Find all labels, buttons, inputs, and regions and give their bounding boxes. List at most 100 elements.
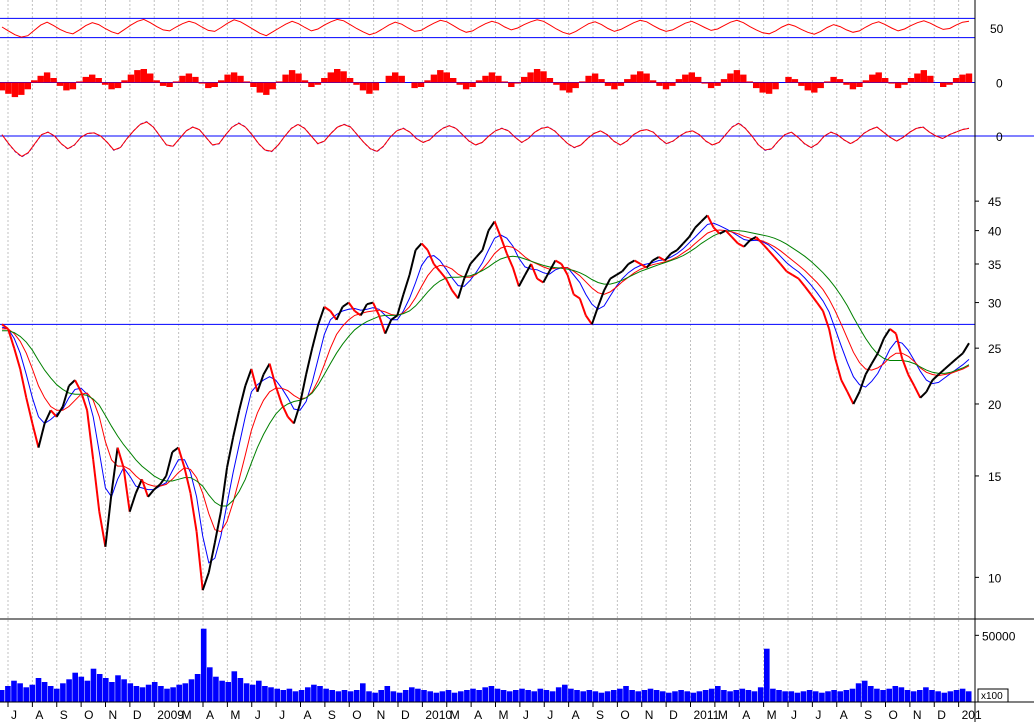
histogram-panel xyxy=(0,69,975,98)
price-segment xyxy=(810,293,818,304)
volume-bar xyxy=(237,678,244,702)
volume-bar xyxy=(666,692,672,702)
price-segment xyxy=(919,391,928,399)
volume-bar xyxy=(409,687,415,702)
histogram-bar xyxy=(527,72,534,83)
histogram-bar xyxy=(836,79,844,83)
histogram-bar xyxy=(95,78,102,83)
volume-bar xyxy=(72,672,78,702)
price-segment xyxy=(37,423,46,448)
volume-bar xyxy=(519,688,525,702)
volume-bar xyxy=(158,686,164,702)
month-label: J xyxy=(791,708,797,722)
volume-bar xyxy=(84,680,91,702)
histogram-bar xyxy=(372,82,380,91)
histogram-bar xyxy=(256,82,263,93)
price-segment xyxy=(706,214,715,228)
price-segment xyxy=(457,278,466,299)
volume-bar xyxy=(225,682,231,702)
volume-bar xyxy=(11,680,17,702)
histogram-bar xyxy=(643,73,650,83)
price-segment xyxy=(426,249,435,265)
price-segment xyxy=(359,303,368,316)
price-segment xyxy=(134,478,143,494)
price-segment xyxy=(487,220,496,232)
histogram-bar xyxy=(147,73,154,83)
price-segment xyxy=(299,374,308,405)
price-segment xyxy=(122,467,131,512)
price-segment xyxy=(61,385,70,407)
histogram-bar xyxy=(308,82,315,87)
price-segment xyxy=(858,374,867,393)
histogram-bar xyxy=(263,82,270,95)
price-segment xyxy=(55,405,64,418)
month-label: S xyxy=(864,708,872,722)
histogram-bar xyxy=(637,71,644,83)
price-segment xyxy=(13,347,22,370)
histogram-bar xyxy=(37,75,44,83)
price-segment xyxy=(256,374,265,393)
volume-bar xyxy=(347,691,354,702)
price-segment xyxy=(402,274,411,295)
volume-bar xyxy=(874,688,880,702)
price-segment xyxy=(511,267,520,287)
histogram-bar xyxy=(366,82,373,94)
price-segment xyxy=(250,368,259,393)
price-segment xyxy=(785,270,794,276)
price-segment xyxy=(366,301,374,306)
volume-bar xyxy=(684,691,690,702)
price-segment xyxy=(68,379,76,387)
histogram-bar xyxy=(346,78,354,83)
volume-bar xyxy=(464,690,470,702)
volume-bar xyxy=(745,690,752,702)
volume-bar xyxy=(549,691,556,702)
histogram-bar xyxy=(894,82,902,89)
histogram-bar xyxy=(301,80,309,83)
histogram-bar xyxy=(701,82,708,84)
price-segment xyxy=(305,347,314,375)
price-segment xyxy=(621,263,630,272)
price-segment xyxy=(317,306,326,325)
histogram-bar xyxy=(611,82,618,90)
volume-bar xyxy=(965,691,972,702)
histogram-bar xyxy=(733,70,741,83)
volume-units-label: x100 xyxy=(981,691,1003,702)
histogram-bar xyxy=(11,82,19,98)
histogram-bar xyxy=(907,78,915,83)
price-segment xyxy=(761,242,770,251)
volume-bar xyxy=(953,690,960,702)
histogram-bar xyxy=(140,69,147,83)
price-segment xyxy=(627,259,635,265)
price-segment xyxy=(226,437,235,468)
histogram-bar xyxy=(153,80,160,83)
volume-bar xyxy=(176,684,182,702)
price-segment xyxy=(1,323,9,330)
momentum-line xyxy=(1,121,970,158)
price-tick-label: 35 xyxy=(988,258,1002,272)
histogram-bar xyxy=(540,71,547,83)
volume-bar xyxy=(96,674,103,702)
price-segment xyxy=(335,306,344,321)
histogram-bar xyxy=(211,82,218,87)
volume-bar xyxy=(200,628,207,702)
histogram-bar xyxy=(475,80,483,83)
price-segment xyxy=(165,451,174,477)
histogram-bar xyxy=(450,78,457,83)
price-segment xyxy=(92,459,101,512)
month-label: S xyxy=(60,708,68,722)
volume-bar xyxy=(41,682,48,702)
volume-bar xyxy=(329,690,335,702)
volume-bar xyxy=(531,691,537,702)
volume-bar xyxy=(788,691,795,702)
histogram-bar xyxy=(649,80,657,83)
volume-bar xyxy=(280,690,287,702)
volume-bar xyxy=(35,678,42,702)
price-segment xyxy=(31,423,40,448)
volume-bar xyxy=(182,683,189,702)
histogram-bar xyxy=(398,75,405,83)
month-label: M xyxy=(499,708,509,722)
histogram-bar xyxy=(798,82,805,86)
volume-bar xyxy=(274,688,280,702)
price-segment xyxy=(560,263,569,276)
price-segment xyxy=(573,293,581,300)
